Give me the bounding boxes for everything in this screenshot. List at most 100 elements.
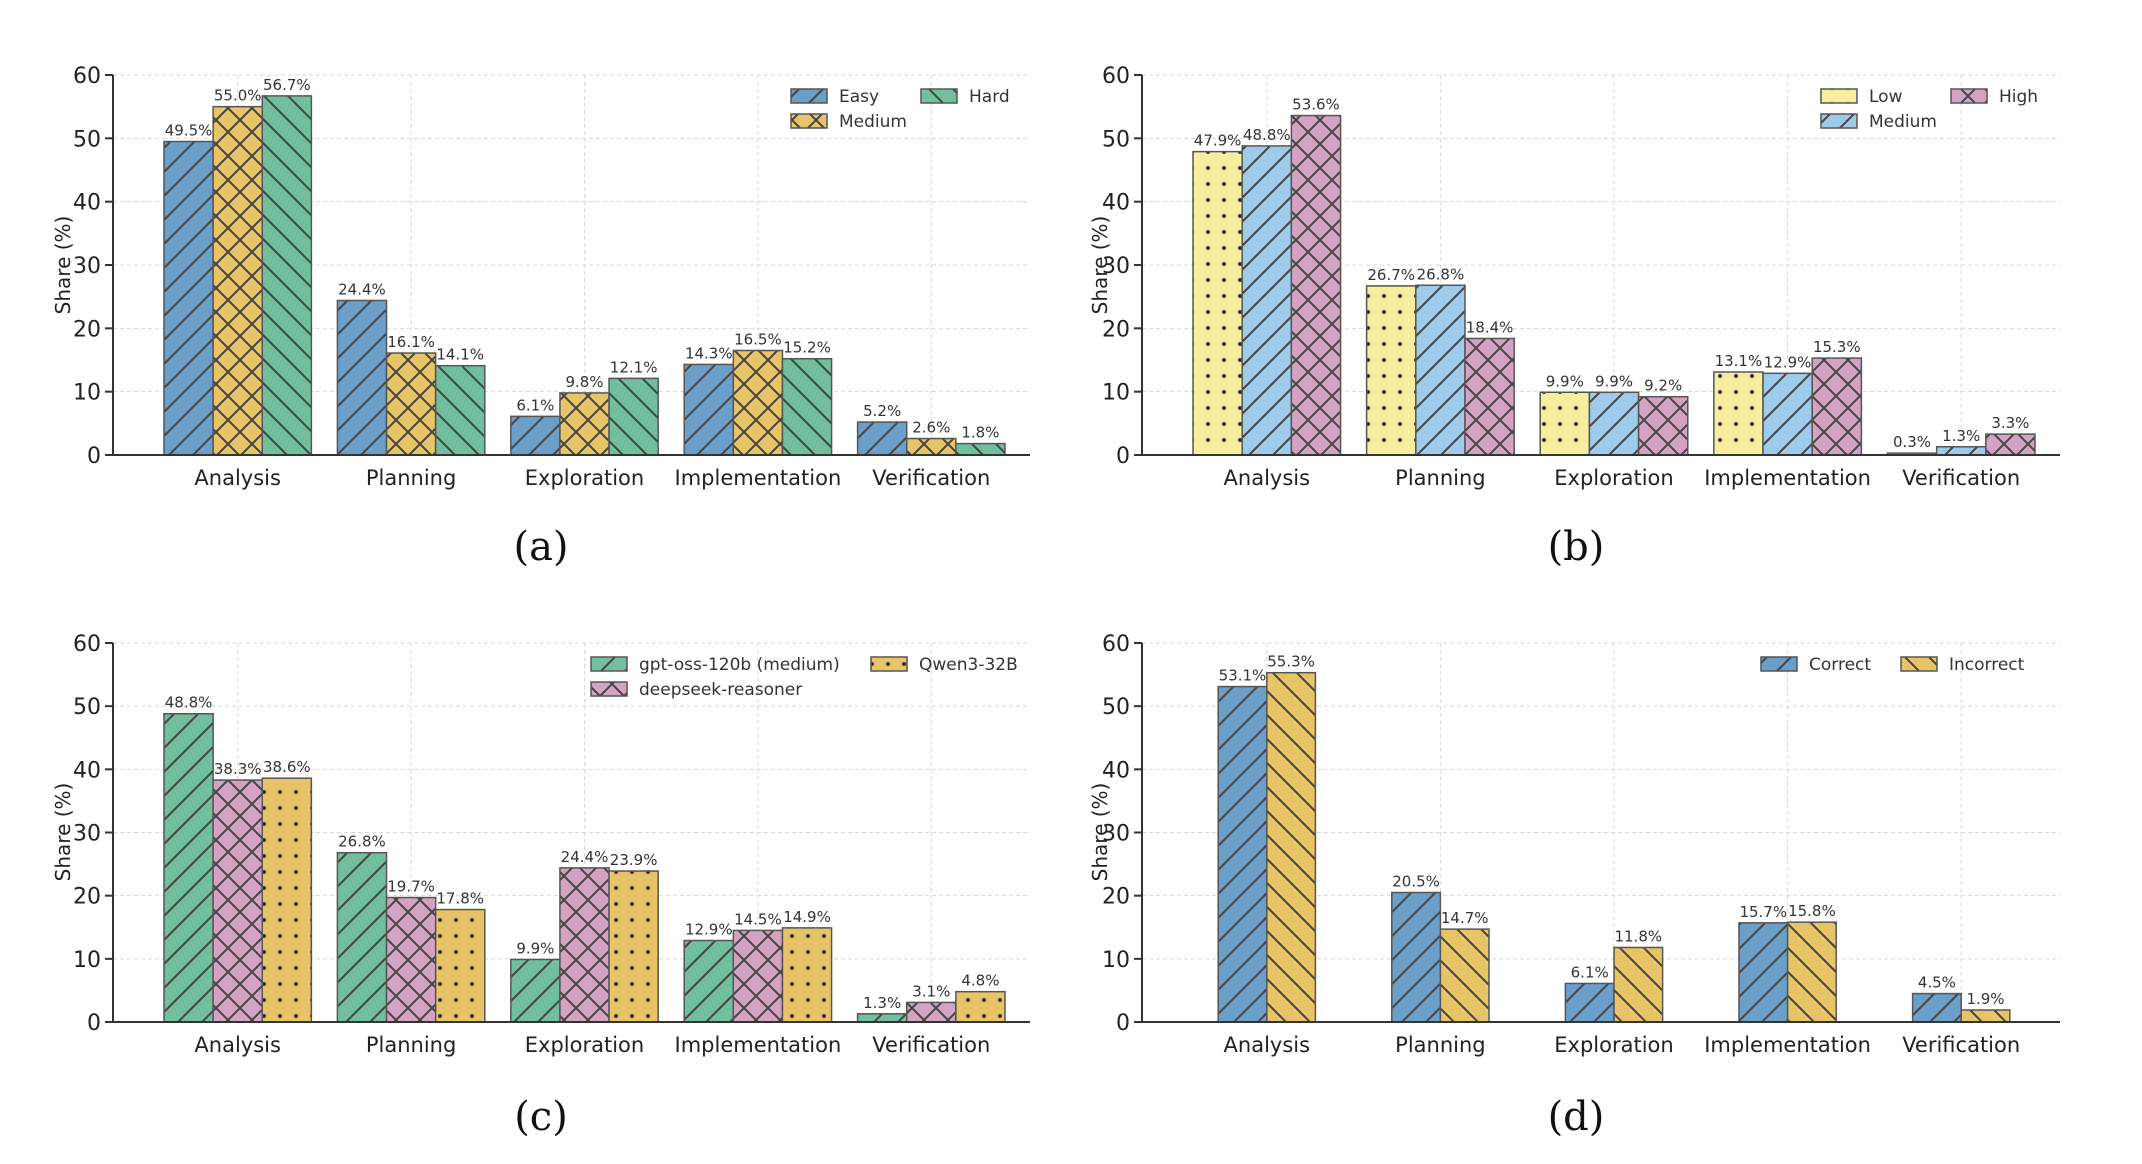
bar-hard-exploration-hatch (608, 377, 659, 456)
legend-swatch-hatch (1760, 656, 1798, 672)
legend-label: Medium (839, 112, 907, 132)
y-tick-label: 20 (1102, 317, 1130, 342)
x-tick-label-exploration: Exploration (525, 1033, 644, 1057)
y-axis-title: Share (%) (51, 783, 75, 882)
bar-medium-exploration-hatch (559, 392, 610, 456)
value-label: 1.3% (863, 994, 901, 1012)
bar-incorrect-verification-hatch (1960, 1009, 2011, 1023)
bar-correct-analysis-hatch (1217, 685, 1268, 1023)
legend-swatch-hatch (790, 88, 828, 104)
panel-c: 0 10 20 30 40 50 60 Analysis Planning Exploration… (51, 632, 1030, 1140)
bar-medium-planning-hatch (385, 352, 437, 456)
legend-item-gpt-oss-120b-medium: gpt-oss-120b (medium) (590, 655, 840, 675)
bars (163, 95, 1006, 456)
value-label: 14.3% (685, 344, 733, 362)
value-label: 55.0% (214, 87, 262, 105)
bar-high-verification-hatch (1985, 433, 2036, 456)
x-tick-label-exploration: Exploration (1554, 1033, 1673, 1057)
panel-a: 0 10 20 30 40 50 60 Analysis Planning Exploration… (51, 64, 1030, 570)
value-labels: 47.9% 26.7% 9.9% 13.1% 0.3% 48.8% 26.8% 9.9% 12.… (1194, 96, 2030, 452)
value-label: 55.3% (1267, 653, 1315, 671)
legend-swatch-hatch (590, 681, 628, 697)
bar-hard-planning-hatch (434, 364, 486, 456)
axes: 0 10 20 30 40 50 60 Analysis Planning Exploration… (73, 64, 1030, 490)
y-tick-label: 30 (73, 822, 101, 847)
bar-medium-verification-hatch (905, 437, 957, 456)
value-label: 9.2% (1644, 377, 1682, 395)
bar-medium-analysis-hatch (1241, 145, 1293, 456)
bar-high-implementation-hatch (1811, 357, 1863, 456)
x-tick-label-planning: Planning (1395, 1033, 1485, 1057)
axes: 0 10 20 30 40 50 60 Analysis Planning Exploration… (1102, 64, 2060, 490)
legend-swatch-hatch (1900, 656, 1938, 672)
value-label: 38.3% (214, 760, 262, 778)
value-label: 4.8% (961, 972, 999, 990)
y-tick-label: 0 (87, 1011, 101, 1036)
bar-qwen3-32b-exploration-hatch (608, 870, 659, 1023)
x-tick-label-analysis: Analysis (194, 466, 281, 490)
bar-easy-implementation-hatch (683, 363, 735, 456)
y-tick-label: 20 (73, 885, 101, 910)
legend-item-medium: Medium (1820, 112, 1937, 132)
legend-label: Low (1869, 87, 1903, 107)
bar-gpt-oss-120b-medium-implementation-hatch (683, 939, 735, 1023)
x-tick-label-implementation: Implementation (675, 1033, 842, 1057)
axes: 0 10 20 30 40 50 60 Analysis Planning Exploration… (1102, 632, 2060, 1057)
legend: Correct Incorrect (1760, 655, 2025, 675)
value-label: 53.1% (1219, 667, 1267, 685)
y-tick-label: 50 (73, 127, 101, 152)
bar-low-planning-hatch (1365, 285, 1417, 456)
bar-qwen3-32b-verification-hatch (955, 990, 1006, 1023)
value-label: 12.9% (685, 921, 733, 939)
value-label: 48.8% (165, 694, 213, 712)
bar-incorrect-planning-hatch (1439, 928, 1490, 1023)
value-label: 12.9% (1764, 353, 1812, 371)
value-label: 6.1% (1571, 963, 1609, 981)
value-label: 2.6% (912, 419, 950, 437)
x-tick-label-implementation: Implementation (675, 466, 842, 490)
bar-correct-exploration-hatch (1564, 982, 1615, 1023)
bar-easy-planning-hatch (336, 299, 388, 456)
value-label: 49.5% (165, 122, 213, 140)
bar-easy-analysis-hatch (163, 140, 214, 456)
value-label: 15.8% (1788, 902, 1836, 920)
legend-item-medium: Medium (790, 112, 907, 132)
y-tick-label: 40 (1102, 191, 1130, 216)
legend-label: Qwen3-32B (919, 655, 1018, 675)
legend-label: Medium (1869, 112, 1937, 132)
y-axis-title: Share (%) (1088, 783, 1112, 882)
bar-incorrect-implementation-hatch (1786, 921, 1837, 1023)
y-tick-label: 20 (1102, 885, 1130, 910)
value-label: 9.8% (565, 373, 603, 391)
value-label: 24.4% (338, 280, 386, 298)
legend-label: Hard (969, 87, 1010, 107)
x-tick-label-verification: Verification (1902, 1033, 2020, 1057)
bar-medium-exploration-hatch (1588, 391, 1640, 456)
legend-item-high: High (1950, 87, 2038, 107)
x-tick-label-analysis: Analysis (1224, 466, 1311, 490)
value-label: 16.5% (734, 331, 782, 349)
value-labels: 49.5% 24.4% 6.1% 14.3% 5.2% 55.0% 16.1% 9.8% 16.… (165, 76, 1000, 442)
x-tick-label-implementation: Implementation (1704, 466, 1871, 490)
bar-hard-implementation-hatch (781, 357, 833, 456)
value-label: 1.3% (1942, 427, 1980, 445)
legend-label: deepseek-reasoner (639, 680, 802, 700)
y-tick-label: 10 (73, 381, 101, 406)
legend-item-qwen3-32b: Qwen3-32B (870, 655, 1018, 675)
legend-label: High (1999, 87, 2038, 107)
value-label: 15.7% (1739, 903, 1787, 921)
value-label: 23.9% (610, 851, 658, 869)
y-tick-label: 60 (73, 64, 101, 89)
bar-medium-planning-hatch (1415, 284, 1466, 456)
value-label: 4.5% (1918, 974, 1956, 992)
bar-deepseek-reasoner-planning-hatch (385, 896, 437, 1023)
value-label: 1.8% (961, 424, 999, 442)
axes: 0 10 20 30 40 50 60 Analysis Planning Exploration… (73, 632, 1030, 1057)
value-label: 9.9% (1595, 372, 1633, 390)
legend: Low Medium High (1820, 87, 2038, 132)
bar-easy-exploration-hatch (510, 415, 561, 456)
y-tick-label: 30 (73, 254, 101, 279)
legend-swatch-hatch (790, 113, 828, 129)
value-label: 19.7% (387, 878, 435, 896)
x-tick-label-planning: Planning (1395, 466, 1485, 490)
